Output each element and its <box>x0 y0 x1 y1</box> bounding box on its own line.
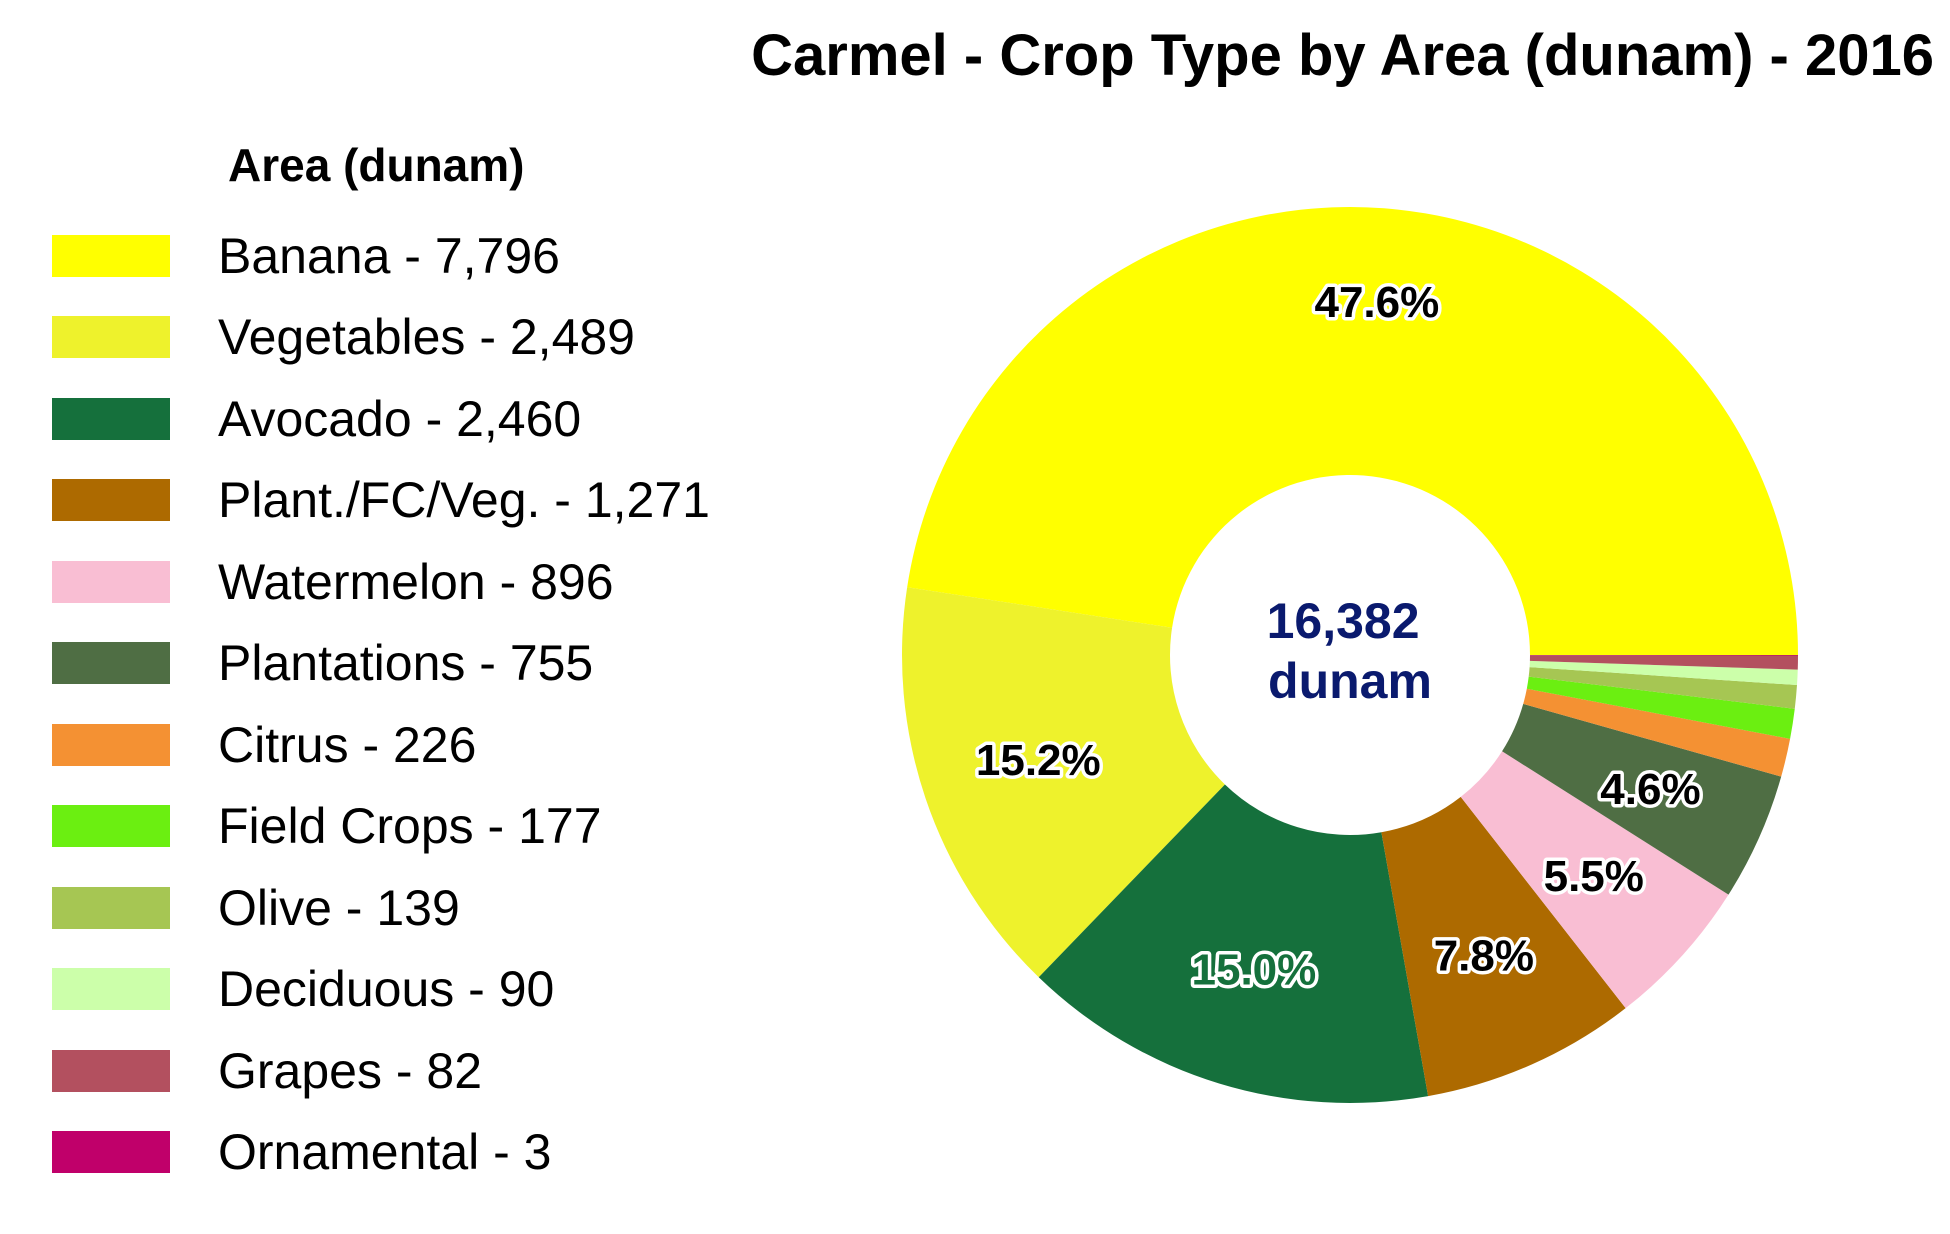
slice-vegetables <box>902 587 1225 978</box>
slice-ornamental <box>1529 655 1798 656</box>
slice-grapes <box>1529 655 1798 670</box>
legend-swatch <box>52 1131 170 1174</box>
legend-label: Vegetables - 2,489 <box>218 309 635 366</box>
slice-plant-fc-veg <box>1381 796 1626 1097</box>
legend-swatch <box>52 234 170 277</box>
legend-label: Grapes - 82 <box>218 1042 483 1099</box>
legend: Banana - 7,796 Vegetables - 2,489 Avocado … <box>52 215 710 1193</box>
center-total-unit: dunam <box>1268 653 1432 709</box>
legend-label: Plantations - 755 <box>218 635 594 692</box>
legend-item-watermelon: Watermelon - 896 <box>52 541 710 623</box>
legend-label: Watermelon - 896 <box>218 553 614 610</box>
legend-item-vegetables: Vegetables - 2,489 <box>52 297 710 379</box>
slice-percent-label: 15.2% <box>976 736 1101 785</box>
slice-field-crops <box>1526 676 1795 739</box>
center-total-value: 16,382 <box>1267 593 1420 649</box>
slice-percent-label: 47.6% <box>1314 278 1439 327</box>
slice-percent-label: 7.8% <box>1434 932 1534 981</box>
legend-label: Olive - 139 <box>218 879 460 936</box>
legend-item-field-crops: Field Crops - 177 <box>52 786 710 868</box>
slice-banana <box>907 206 1799 656</box>
chart-title: Carmel - Crop Type by Area (dunam) - 201… <box>751 23 1934 88</box>
legend-swatch <box>52 397 170 440</box>
legend-swatch <box>52 805 170 848</box>
slice-percent-label: 15.0% <box>1192 946 1317 995</box>
center-total-label: 16,382 dunam <box>1267 593 1434 709</box>
legend-item-deciduous: Deciduous - 90 <box>52 949 710 1031</box>
slice-percent-label: 5.5% <box>1544 852 1644 901</box>
legend-label: Deciduous - 90 <box>218 961 555 1018</box>
legend-swatch <box>52 316 170 359</box>
legend-item-citrus: Citrus - 226 <box>52 704 710 786</box>
legend-item-ornamental: Ornamental - 3 <box>52 1112 710 1194</box>
slice-watermelon <box>1460 751 1729 1009</box>
slice-labels: 47.6% 15.2% 15.0% 7.8%5.5% 4.6% <box>972 275 1704 999</box>
legend-label: Field Crops - 177 <box>218 798 602 855</box>
legend-item-plantations: Plantations - 755 <box>52 623 710 705</box>
legend-item-grapes: Grapes - 82 <box>52 1030 710 1112</box>
legend-swatch <box>52 642 170 685</box>
slice-plantations <box>1502 703 1782 895</box>
legend-item-olive: Olive - 139 <box>52 867 710 949</box>
legend-label: Banana - 7,796 <box>218 227 560 284</box>
legend-swatch <box>52 1049 170 1092</box>
legend-label: Ornamental - 3 <box>218 1124 552 1181</box>
legend-item-plant-fc-veg: Plant./FC/Veg. - 1,271 <box>52 460 710 542</box>
legend-swatch <box>52 886 170 929</box>
legend-swatch <box>52 968 170 1011</box>
slice-olive <box>1528 667 1797 709</box>
legend-title: Area (dunam) <box>228 139 525 191</box>
slice-percent-label: 4.6% <box>1600 765 1700 814</box>
legend-item-banana: Banana - 7,796 <box>52 215 710 297</box>
legend-label: Plant./FC/Veg. - 1,271 <box>218 472 710 529</box>
legend-label: Avocado - 2,460 <box>218 390 582 447</box>
slice-citrus <box>1523 688 1791 777</box>
legend-label: Citrus - 226 <box>218 716 477 773</box>
donut-slices <box>902 206 1799 1103</box>
slice-avocado <box>1038 784 1429 1103</box>
slice-deciduous <box>1529 660 1798 686</box>
legend-item-avocado: Avocado - 2,460 <box>52 378 710 460</box>
legend-swatch <box>52 479 170 522</box>
legend-swatch <box>52 723 170 766</box>
legend-swatch <box>52 560 170 603</box>
